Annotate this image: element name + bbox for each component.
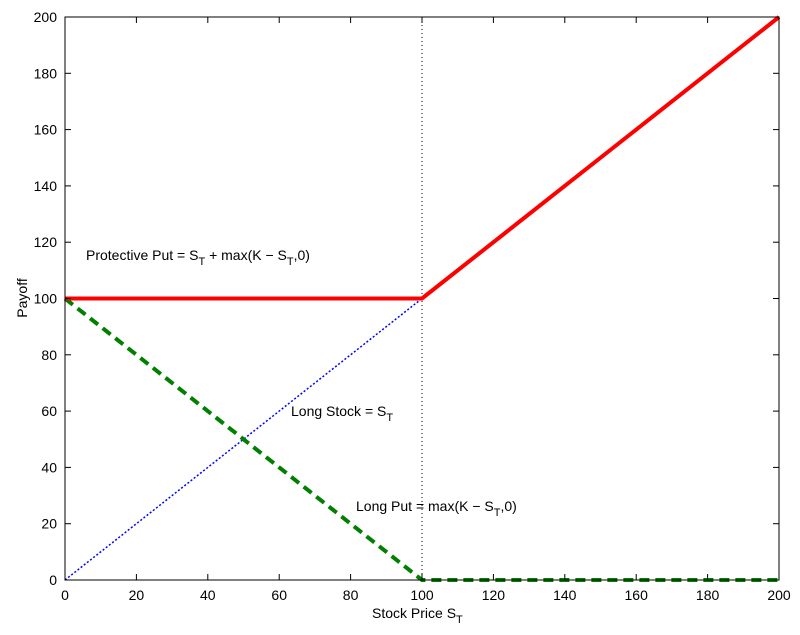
protective-put-line — [65, 15, 781, 301]
x-tick-label: 60 — [271, 587, 287, 603]
y-tick-label: 200 — [34, 9, 58, 25]
axis-ticks: 0 20 40 60 80 100 120 140 160 180 200 0 20 40 60 80 100 1… — [34, 9, 791, 603]
long-stock-annotation: Long Stock = ST — [291, 403, 393, 424]
y-tick-label: 0 — [49, 572, 57, 588]
y-axis-label: Payoff — [14, 278, 30, 318]
y-tick-label: 60 — [41, 403, 57, 419]
y-tick-label: 180 — [34, 65, 58, 81]
y-tick-label: 20 — [41, 516, 57, 532]
x-tick-label: 40 — [200, 587, 216, 603]
x-tick-label: 180 — [696, 587, 720, 603]
x-tick-label: 100 — [410, 587, 434, 603]
y-tick-label: 100 — [34, 291, 58, 307]
x-tick-label: 160 — [625, 587, 649, 603]
y-tick-label: 140 — [34, 178, 58, 194]
y-tick-label: 40 — [41, 459, 57, 475]
x-tick-label: 120 — [482, 587, 506, 603]
x-tick-label: 80 — [343, 587, 359, 603]
y-tick-label: 160 — [34, 122, 58, 138]
x-tick-label: 0 — [61, 587, 69, 603]
protective-put-annotation: Protective Put = ST + max(K − ST,0) — [86, 247, 310, 268]
y-tick-label: 80 — [41, 347, 57, 363]
x-tick-label: 140 — [553, 587, 577, 603]
x-tick-label: 20 — [129, 587, 145, 603]
x-axis-label: Stock Price ST — [372, 605, 463, 626]
long-put-annotation: Long Put = max(K − ST,0) — [356, 498, 517, 519]
x-tick-label: 200 — [767, 587, 791, 603]
y-tick-label: 120 — [34, 234, 58, 250]
